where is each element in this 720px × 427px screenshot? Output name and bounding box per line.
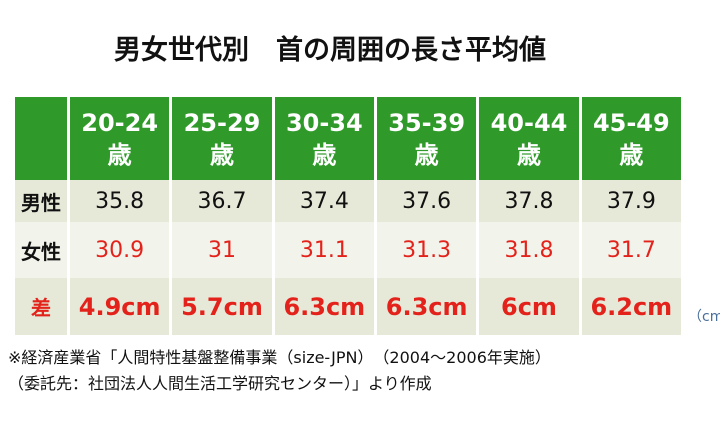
header-cell: 40-44 歳: [476, 97, 582, 180]
value-cell: 37.4: [271, 180, 377, 222]
unit: 歳: [209, 140, 234, 169]
table-row: 女性 30.9 31 31.1 31.3 31.8 31.7: [12, 222, 685, 278]
unit-note: （cm: [688, 309, 720, 325]
unit: 歳: [312, 140, 337, 169]
age: 45-49: [592, 108, 670, 137]
value-cell: 5.7cm: [169, 278, 275, 335]
data-table: 20-24 歳 25-29 歳 30-34 歳 35-39 歳 40-44 歳 45-49…: [12, 97, 685, 335]
value-cell: 31.1: [271, 222, 377, 278]
header-row: 20-24 歳 25-29 歳 30-34 歳 35-39 歳 40-44 歳 45-49…: [12, 97, 685, 180]
value-cell: 37.9: [578, 180, 685, 222]
row-label: 差: [12, 278, 70, 335]
table-row: 差 4.9cm 5.7cm 6.3cm 6.3cm 6cm 6.2cm: [12, 278, 685, 335]
value-cell: 37.6: [373, 180, 480, 222]
header-cell: 25-29 歳: [169, 97, 275, 180]
row-label: 男性: [12, 180, 70, 222]
value-cell: 35.8: [66, 180, 173, 222]
header-cell: 20-24 歳: [66, 97, 173, 180]
value-cell: 31.3: [373, 222, 480, 278]
value-cell: 36.7: [169, 180, 275, 222]
unit: 歳: [619, 140, 644, 169]
value-cell: 4.9cm: [66, 278, 173, 335]
header-cell: 45-49 歳: [578, 97, 685, 180]
value-cell: 6.3cm: [271, 278, 377, 335]
value-cell: 6.2cm: [578, 278, 685, 335]
value-cell: 30.9: [66, 222, 173, 278]
value-cell: 37.8: [476, 180, 582, 222]
age: 25-29: [183, 108, 261, 137]
row-label: 女性: [12, 222, 70, 278]
unit: 歳: [107, 140, 132, 169]
footnote: ※経済産業省「人間特性基盤整備事業（size-JPN） （2004～2006年実…: [8, 348, 551, 367]
title: 男女世代別 首の周囲の長さ平均値: [114, 35, 546, 66]
table-row: 男性 35.8 36.7 37.4 37.6 37.8 37.9: [12, 180, 685, 222]
age: 20-24: [81, 108, 159, 137]
age: 30-34: [285, 108, 363, 137]
value-cell: 6cm: [476, 278, 582, 335]
value-cell: 6.3cm: [373, 278, 480, 335]
value-cell: 31: [169, 222, 275, 278]
value-cell: 31.7: [578, 222, 685, 278]
unit: 歳: [414, 140, 439, 169]
unit: 歳: [516, 140, 541, 169]
age: 40-44: [490, 108, 568, 137]
header-cell: 35-39 歳: [373, 97, 480, 180]
footnote: （委託先：社団法人人間生活工学研究センター）」より作成: [8, 374, 432, 393]
corner-cell: [12, 97, 70, 180]
age: 35-39: [388, 108, 466, 137]
header-cell: 30-34 歳: [271, 97, 377, 180]
value-cell: 31.8: [476, 222, 582, 278]
